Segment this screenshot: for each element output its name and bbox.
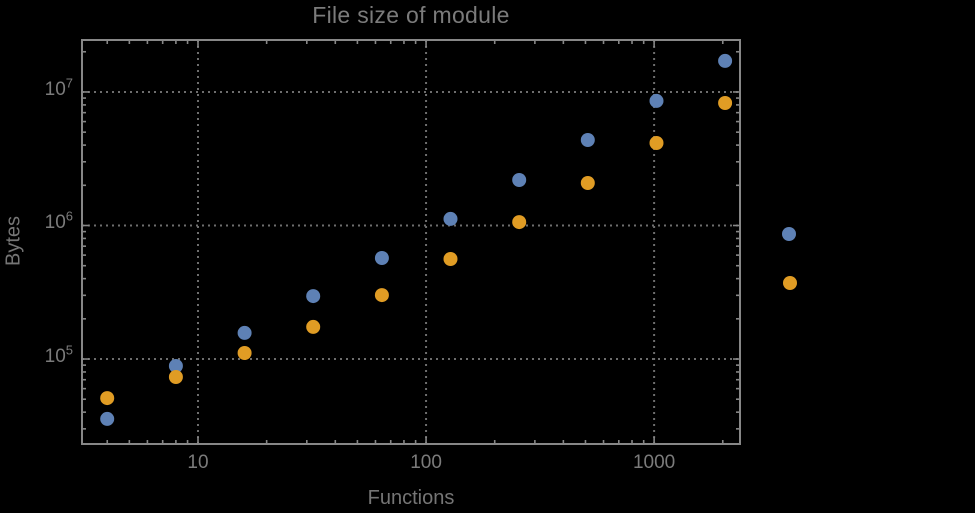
y-tick-label: 107: [44, 75, 73, 100]
data-point-orange-series: [718, 96, 733, 110]
data-point-blue-series: [306, 289, 321, 304]
plot-frame: [81, 39, 741, 445]
data-point-orange-series: [649, 136, 664, 150]
data-point-blue-series: [580, 133, 595, 147]
data-point-blue-series: [237, 325, 252, 340]
data-point-orange-series: [374, 288, 389, 303]
x-tick-label: 100: [410, 452, 442, 473]
data-point-orange-series: [306, 319, 321, 334]
data-point-blue-series: [168, 359, 183, 373]
data-point-orange-series: [512, 215, 527, 230]
data-point-blue-series: [374, 251, 389, 265]
data-point-orange-series: [168, 370, 183, 384]
legend-marker: [783, 276, 797, 290]
data-point-blue-series: [512, 173, 527, 187]
data-point-blue-series: [649, 93, 664, 108]
y-tick-label: 105: [44, 342, 73, 368]
y-tick-label: 106: [44, 209, 73, 234]
x-axis-label: Functions: [367, 487, 455, 509]
x-tick-label: 1000: [632, 452, 676, 473]
legend-marker: [782, 227, 796, 241]
chart-title: File size of module: [312, 2, 510, 28]
data-point-blue-series: [100, 411, 115, 426]
data-point-orange-series: [237, 346, 252, 360]
data-point-orange-series: [443, 252, 458, 266]
x-tick-label: 10: [187, 452, 209, 473]
data-point-orange-series: [100, 391, 115, 406]
data-point-blue-series: [443, 211, 458, 226]
data-point-blue-series: [718, 53, 733, 68]
data-point-orange-series: [580, 176, 595, 190]
